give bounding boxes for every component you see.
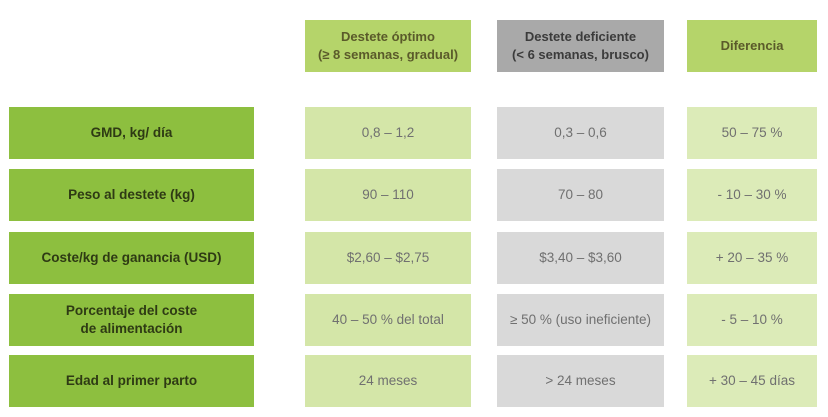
cell-difference-age-first-calving: + 30 – 45 días [687, 355, 817, 407]
row-label-feed-cost-percentage: Porcentaje del coste de alimentación [9, 294, 254, 346]
cell-optimal-feed-cost-percentage: 40 – 50 % del total [305, 294, 471, 346]
cell-optimal-age-first-calving: 24 meses [305, 355, 471, 407]
cell-poor-feed-cost-percentage: ≥ 50 % (uso ineficiente) [497, 294, 664, 346]
cell-optimal-cost-per-kg: $2,60 – $2,75 [305, 232, 471, 284]
cell-difference-gmd: 50 – 75 % [687, 107, 817, 159]
header-poor-weaning: Destete deficiente (< 6 semanas, brusco) [497, 20, 664, 72]
header-optimal-weaning: Destete óptimo (≥ 8 semanas, gradual) [305, 20, 471, 72]
cell-difference-cost-per-kg: + 20 – 35 % [687, 232, 817, 284]
cell-optimal-gmd: 0,8 – 1,2 [305, 107, 471, 159]
cell-difference-feed-cost-percentage: - 5 – 10 % [687, 294, 817, 346]
header-difference: Diferencia [687, 20, 817, 72]
cell-difference-weaning-weight: - 10 – 30 % [687, 169, 817, 221]
cell-poor-age-first-calving: > 24 meses [497, 355, 664, 407]
cell-poor-weaning-weight: 70 – 80 [497, 169, 664, 221]
row-label-cost-per-kg: Coste/kg de ganancia (USD) [9, 232, 254, 284]
row-label-weaning-weight: Peso al destete (kg) [9, 169, 254, 221]
row-label-gmd: GMD, kg/ día [9, 107, 254, 159]
cell-poor-gmd: 0,3 – 0,6 [497, 107, 664, 159]
cell-poor-cost-per-kg: $3,40 – $3,60 [497, 232, 664, 284]
row-label-age-first-calving: Edad al primer parto [9, 355, 254, 407]
cell-optimal-weaning-weight: 90 – 110 [305, 169, 471, 221]
